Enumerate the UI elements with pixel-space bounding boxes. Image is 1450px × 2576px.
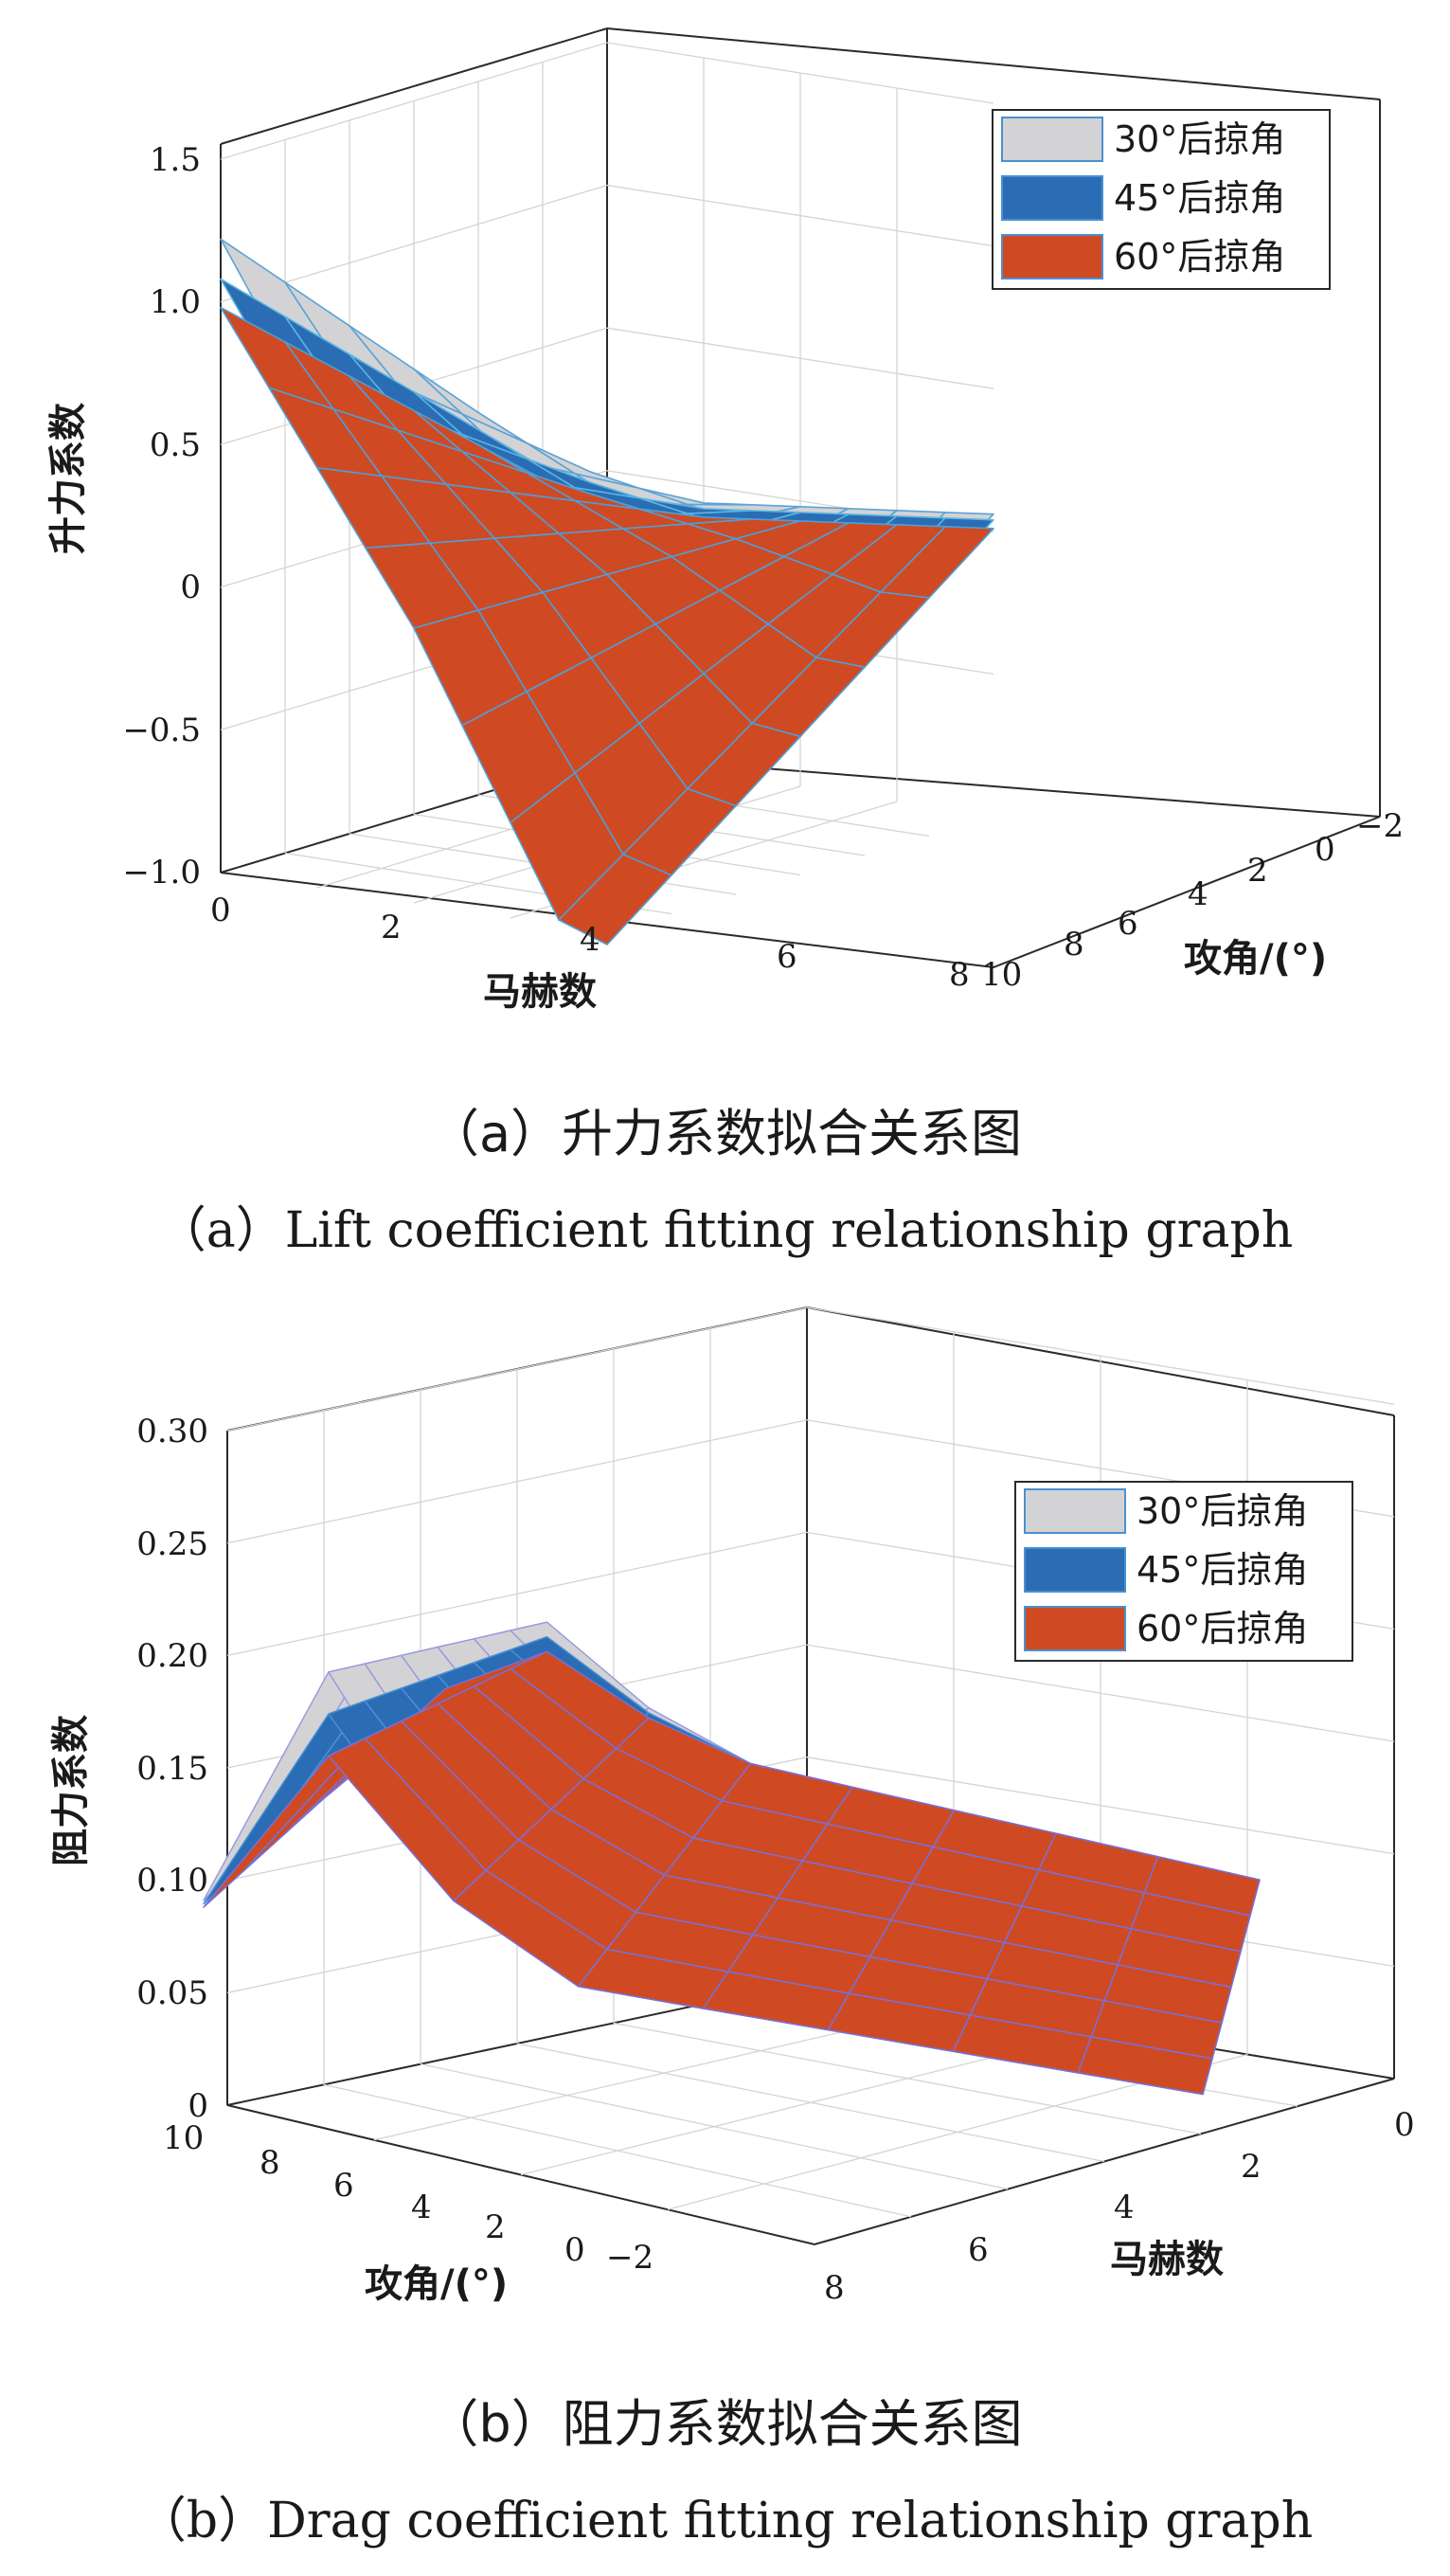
aoa-tick: −2 (1356, 807, 1404, 845)
z-tick: 0.15 (136, 1750, 208, 1788)
legend-label-45: 45°后掠角 (1137, 1549, 1308, 1591)
surfaces-a (220, 238, 994, 946)
z-tick: 0.05 (136, 1974, 208, 2012)
surface-60°后掠角 (203, 1650, 1261, 2096)
aoa-tick: 6 (1118, 905, 1138, 943)
z-tick: 0.10 (136, 1862, 208, 1900)
z-tick: 0.20 (136, 1637, 208, 1675)
aoa-ticks-a: 10 8 6 4 2 0 −2 (981, 807, 1404, 994)
z-tick: 1.5 (150, 141, 201, 179)
aoa-tick: 4 (411, 2189, 432, 2226)
grid-line (226, 1306, 1395, 1432)
mach-tick: 0 (210, 892, 231, 929)
aoa-tick: 4 (1188, 875, 1208, 913)
mach-tick: 8 (824, 2269, 845, 2307)
aoa-tick: 6 (333, 2167, 354, 2205)
lift-coefficient-chart: 1.5 1.0 0.5 0 −0.5 −1.0 0 2 4 6 8 10 8 6… (46, 27, 1404, 1014)
mach-tick: 4 (1114, 2189, 1135, 2226)
z-tick: 0.5 (150, 426, 201, 464)
legend-label-60: 60°后掠角 (1114, 236, 1285, 278)
legend-a: 30°后掠角 45°后掠角 60°后掠角 (992, 109, 1331, 290)
z-tick: −0.5 (122, 712, 201, 749)
caption-a-zh: （a）升力系数拟合关系图 (427, 1104, 1023, 1163)
surface-60°后掠角 (220, 306, 994, 946)
mach-tick: 6 (777, 938, 797, 976)
drag-coefficient-chart: 0.30 0.25 0.20 0.15 0.10 0.05 0 10 8 6 4… (49, 1306, 1415, 2307)
surfaces-b (203, 1621, 1261, 2096)
legend-label-45: 45°后掠角 (1114, 177, 1285, 219)
legend-label-30: 30°后掠角 (1114, 118, 1285, 160)
aoa-tick: 8 (260, 2144, 280, 2182)
surface-patch (1143, 1855, 1261, 1917)
aoa-tick: 0 (1315, 831, 1335, 869)
legend-swatch-60 (1001, 234, 1103, 279)
mach-tick: 4 (580, 921, 600, 959)
legend-swatch-45 (1001, 175, 1103, 221)
mach-ticks-b: 0 2 4 6 8 (824, 2106, 1415, 2307)
mach-tick: 0 (1394, 2106, 1415, 2144)
aoa-tick: 8 (1064, 926, 1084, 964)
aoa-tick: 10 (163, 2119, 204, 2157)
legend-swatch-45 (1024, 1547, 1126, 1593)
x-axis-label-b: 马赫数 (1110, 2238, 1224, 2281)
caption-b-zh: （b）阻力系数拟合关系图 (427, 2394, 1023, 2454)
legend-swatch-30 (1001, 117, 1103, 162)
aoa-tick: 0 (564, 2231, 585, 2269)
x-axis-label-a: 马赫数 (483, 970, 597, 1014)
surface-patch (558, 853, 672, 946)
z-ticks-a: 1.5 1.0 0.5 0 −0.5 −1.0 (122, 141, 201, 892)
y-axis-label-a: 攻角/(°) (1184, 937, 1327, 981)
aoa-tick: 2 (485, 2208, 506, 2246)
z-axis-label-a: 升力系数 (46, 403, 90, 554)
mach-ticks-a: 0 2 4 6 8 (210, 892, 970, 994)
z-tick: 1.0 (150, 283, 201, 321)
z-tick: −1.0 (122, 854, 201, 892)
legend-swatch-30 (1024, 1488, 1126, 1534)
z-tick: 0.25 (136, 1525, 208, 1563)
caption-b-en: （b）Drag coefficient fitting relationship… (136, 2493, 1314, 2549)
z-ticks-b: 0.30 0.25 0.20 0.15 0.10 0.05 0 (136, 1413, 208, 2125)
mach-tick: 6 (968, 2231, 989, 2269)
mach-tick: 8 (949, 956, 970, 994)
legend-swatch-60 (1024, 1606, 1126, 1651)
caption-a-en: （a）Lift coefficient fitting relationship… (156, 1202, 1294, 1259)
aoa-tick: 10 (981, 956, 1022, 994)
legend-b: 30°后掠角 45°后掠角 60°后掠角 (1014, 1481, 1353, 1662)
legend-label-60: 60°后掠角 (1137, 1608, 1308, 1649)
legend-label-30: 30°后掠角 (1137, 1490, 1308, 1532)
mach-tick: 2 (1241, 2148, 1262, 2186)
z-tick: 0 (180, 568, 201, 606)
mach-tick: 2 (381, 909, 402, 946)
y-axis-label-b: 攻角/(°) (365, 2262, 508, 2306)
aoa-tick: −2 (606, 2239, 653, 2277)
aoa-ticks-b: 10 8 6 4 2 0 −2 (163, 2119, 653, 2277)
z-tick: 0.30 (136, 1413, 208, 1450)
z-axis-label-b: 阻力系数 (49, 1715, 93, 1866)
z-tick: 0 (188, 2087, 208, 2125)
aoa-tick: 2 (1247, 852, 1268, 890)
